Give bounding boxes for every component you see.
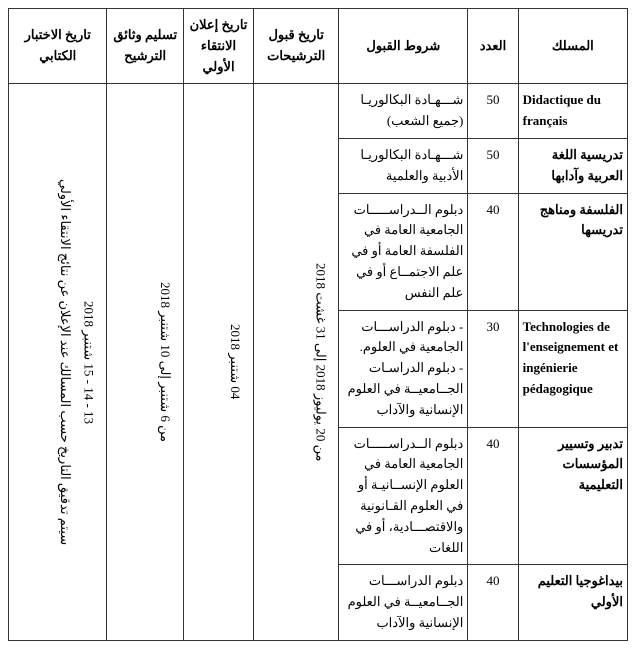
taslim-text: من 6 شتنبر إلى 10 شتنبر 2018 <box>152 90 179 633</box>
cell-adad: 30 <box>468 310 518 427</box>
header-ikhtibar: تاريخ الاختبار الكتابي <box>9 9 107 84</box>
cell-maslak: Didactique du français <box>518 84 627 139</box>
ilan-text: 04 شتنبر 2018 <box>222 90 249 633</box>
header-maslak: المسلك <box>518 9 627 84</box>
cell-adad: 40 <box>468 193 518 310</box>
cell-taslim: من 6 شتنبر إلى 10 شتنبر 2018 <box>107 84 184 640</box>
cell-shurut: - دبلوم الدراســـات الجامعية في العلوم.-… <box>339 310 468 427</box>
table-row: Didactique du français 50 شـــهـادة البك… <box>9 84 628 139</box>
header-shurut: شروط القبول <box>339 9 468 84</box>
header-ilan: تاريخ إعلان الانتقاء الأولي <box>184 9 254 84</box>
cell-shurut: دبلوم الــدراســـــات الجامعية العامة في… <box>339 193 468 310</box>
cell-maslak: Technologies de l'enseignement et ingéni… <box>518 310 627 427</box>
header-taslim: تسليم وثائق الترشيح <box>107 9 184 84</box>
cell-maslak: تدبير وتسيير المؤسسات التعليمية <box>518 427 627 565</box>
cell-adad: 40 <box>468 565 518 640</box>
cell-maslak: بيداغوجيا التعليم الأولي <box>518 565 627 640</box>
cell-ilan: 04 شتنبر 2018 <box>184 84 254 640</box>
cell-shurut: دبلوم الــدراســـــات الجامعية العامة في… <box>339 427 468 565</box>
admissions-table: المسلك العدد شروط القبول تاريخ قبول التر… <box>8 8 628 641</box>
cell-adad: 50 <box>468 84 518 139</box>
cell-shurut: شـــهـادة البكالوريـا الأدبية والعلمية <box>339 138 468 193</box>
cell-maslak: تدريسية اللغة العربية وآدابها <box>518 138 627 193</box>
qubul-text: من 20 يوليوز 2018 إلى 31 غشت 2018 <box>307 90 334 633</box>
cell-shurut: شـــهـادة البكالوريـا (جميع الشعب) <box>339 84 468 139</box>
cell-shurut: دبلوم الدراســـات الجــامعيــة في العلوم… <box>339 565 468 640</box>
header-adad: العدد <box>468 9 518 84</box>
ikhtibar-text: 13 - 14 - 15 شتنبر 2018سيتم تدقيق التاري… <box>52 90 103 633</box>
cell-maslak: الفلسفة ومناهج تدريسها <box>518 193 627 310</box>
cell-adad: 40 <box>468 427 518 565</box>
cell-qubul: من 20 يوليوز 2018 إلى 31 غشت 2018 <box>254 84 339 640</box>
header-qubul: تاريخ قبول الترشيحات <box>254 9 339 84</box>
cell-ikhtibar: 13 - 14 - 15 شتنبر 2018سيتم تدقيق التاري… <box>9 84 107 640</box>
cell-adad: 50 <box>468 138 518 193</box>
table-header-row: المسلك العدد شروط القبول تاريخ قبول التر… <box>9 9 628 84</box>
